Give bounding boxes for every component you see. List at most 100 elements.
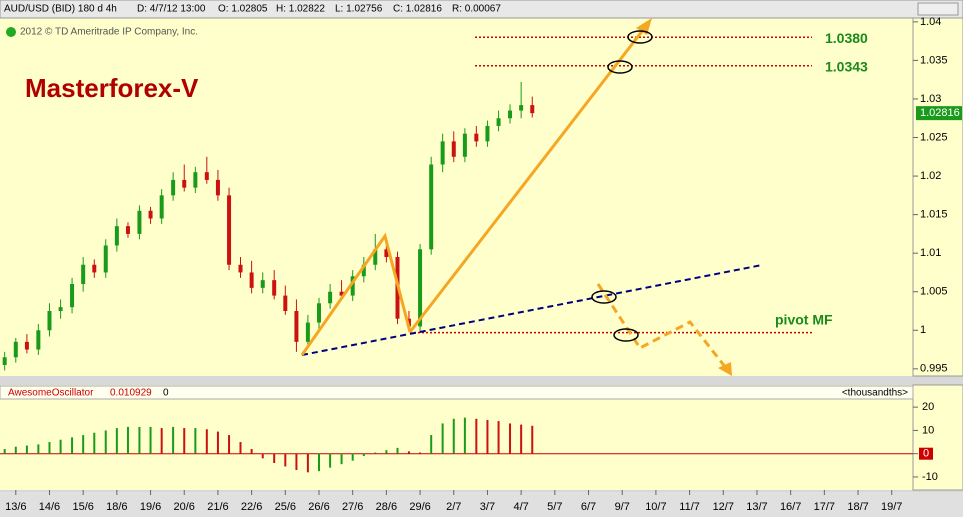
oscillator-bar — [160, 428, 163, 454]
watermark: Masterforex-V — [25, 73, 199, 103]
x-tick-label: 10/7 — [645, 501, 666, 513]
candle-body — [114, 226, 119, 246]
y-tick-label: 1.035 — [920, 54, 948, 66]
oscillator-bar — [374, 452, 377, 454]
candle-body — [283, 295, 288, 312]
x-tick-label: 5/7 — [547, 501, 562, 513]
x-tick-label: 29/6 — [409, 501, 430, 513]
oscillator-bar — [385, 450, 388, 454]
candle-body — [418, 249, 423, 327]
x-tick-label: 2/7 — [446, 501, 461, 513]
y-tick-label: 1.015 — [920, 209, 948, 221]
candle-body — [125, 226, 130, 234]
candle-body — [305, 322, 310, 342]
x-tick-label: 25/6 — [275, 501, 296, 513]
candle-body — [70, 284, 75, 308]
oscillator-bar — [239, 442, 242, 454]
window-button[interactable] — [917, 2, 959, 16]
candle-body — [171, 179, 176, 196]
oscillator-bar — [93, 432, 96, 454]
oscillator-bar — [115, 428, 118, 454]
x-tick-label: 17/7 — [814, 501, 835, 513]
x-tick-label: 19/7 — [881, 501, 902, 513]
close: C: 1.02816 — [393, 4, 442, 15]
status-icon — [6, 27, 16, 37]
oscillator-bar — [430, 435, 433, 454]
date-axis — [0, 492, 963, 517]
x-tick-label: 15/6 — [72, 501, 93, 513]
oscillator-bar — [351, 453, 354, 461]
y-tick-label: 10 — [922, 424, 934, 436]
oscillator-bar — [509, 423, 512, 454]
oscillator-bar — [3, 449, 6, 454]
last-price-box — [916, 106, 962, 121]
candle-body — [485, 125, 490, 142]
oscillator-bar — [172, 426, 175, 454]
x-tick-label: 4/7 — [513, 501, 528, 513]
y-tick-label: 1.02 — [920, 170, 941, 182]
candle-body — [519, 105, 524, 111]
oscillator-bar — [48, 442, 51, 454]
ellipse — [613, 328, 639, 342]
x-tick-label: 16/7 — [780, 501, 801, 513]
price-panel — [0, 18, 913, 376]
candle-body — [2, 357, 7, 365]
oscillator-bar — [228, 435, 231, 454]
oscillator-bar — [284, 453, 287, 467]
alt-path — [596, 283, 728, 369]
x-tick-label: 20/6 — [174, 501, 195, 513]
oscillator-bar — [486, 419, 489, 454]
oscillator-bar — [261, 453, 264, 459]
oscillator-bar — [273, 453, 276, 464]
target-arrow — [408, 29, 645, 333]
candle-body — [496, 118, 501, 126]
open: O: 1.02805 — [218, 4, 268, 15]
candle-body — [148, 210, 153, 219]
candle-body — [462, 133, 467, 157]
candle-body — [384, 249, 389, 258]
oscillator-bar — [520, 424, 523, 454]
x-tick-label: 9/7 — [615, 501, 630, 513]
candle-body — [81, 264, 86, 285]
oscillator-bar — [452, 418, 455, 454]
x-tick-label: 19/6 — [140, 501, 161, 513]
low: L: 1.02756 — [335, 4, 383, 15]
candle-body — [47, 311, 52, 331]
ellipse — [607, 60, 633, 74]
candle-body — [272, 280, 277, 296]
x-tick-label: 26/6 — [308, 501, 329, 513]
oscillator-bar — [250, 449, 253, 454]
x-tick-label: 13/7 — [746, 501, 767, 513]
y-tick-label: 1.01 — [920, 247, 941, 259]
oscillator-bar — [183, 428, 186, 454]
annotations — [300, 18, 763, 376]
x-tick-label: 18/6 — [106, 501, 127, 513]
oscillator-name: AwesomeOscillator — [8, 388, 94, 399]
oscillator-panel — [0, 385, 913, 490]
candle-body — [249, 272, 254, 288]
candle-body — [215, 179, 220, 196]
oscillator-axis-panel — [912, 384, 963, 491]
last-price-label: 1.02816 — [920, 107, 960, 119]
candle-body — [238, 264, 243, 273]
candle-body — [294, 311, 299, 342]
oscillator-bar — [216, 431, 219, 454]
x-tick-label: 11/7 — [679, 501, 700, 513]
oscillator-bar — [71, 437, 74, 454]
oscillator-bar — [419, 452, 422, 454]
candle-body — [317, 303, 322, 323]
oscillator-bar — [205, 429, 208, 454]
candle-body — [159, 195, 164, 219]
candle-body — [474, 133, 479, 142]
x-tick-label: 13/6 — [5, 501, 26, 513]
ellipse — [627, 30, 653, 44]
wave-zigzag — [300, 232, 412, 356]
candle-body — [103, 245, 108, 273]
candle-body — [440, 141, 445, 165]
oscillator-bar — [306, 453, 309, 473]
candle-body — [13, 341, 18, 358]
y-tick-label: 0 — [923, 448, 929, 460]
x-tick-label: 21/6 — [207, 501, 228, 513]
candle-body — [58, 307, 63, 312]
